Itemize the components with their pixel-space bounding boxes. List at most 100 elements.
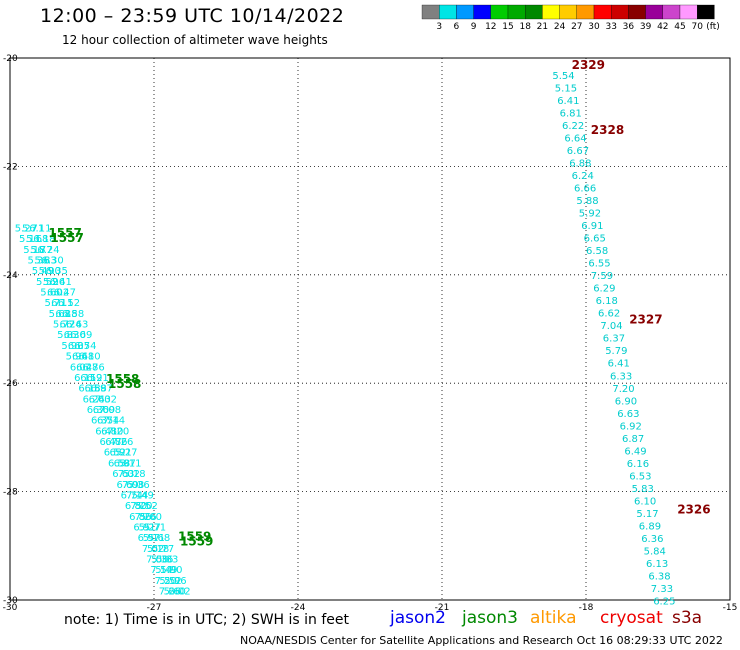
wave-height-value: 5.83 xyxy=(57,330,79,341)
wave-height-value: 6.66 xyxy=(574,183,596,194)
y-tick-label: -30 xyxy=(3,596,18,606)
wave-height-value: 6.13 xyxy=(646,559,668,570)
wave-height-value: 6.91 xyxy=(133,522,155,533)
wave-height-value: 6.47 xyxy=(100,437,122,448)
color-scale-swatch xyxy=(662,4,681,20)
wave-height-value: 6.24 xyxy=(83,394,105,405)
wave-height-value: 6.63 xyxy=(617,409,639,420)
wave-height-value: 5.90 xyxy=(61,341,83,352)
wave-height-value: 5.54 xyxy=(552,71,574,82)
wave-height-value: 5.36 xyxy=(151,555,173,566)
color-scale-label: 30 xyxy=(588,22,600,32)
legend-s3a: s3a xyxy=(672,608,703,628)
wave-height-value: 6.91 xyxy=(581,221,603,232)
wave-height-value: 6.64 xyxy=(564,133,586,144)
wave-height-value: 6.49 xyxy=(624,446,646,457)
wave-height-value: 5.83 xyxy=(632,484,654,495)
color-scale-swatch xyxy=(525,4,543,20)
color-scale-swatch xyxy=(611,4,629,20)
color-scale-label: 70 xyxy=(691,22,703,32)
wave-height-value: 6.24 xyxy=(37,245,59,256)
legend-cryosat: cryosat xyxy=(600,608,663,628)
color-scale-swatch xyxy=(679,4,698,20)
wave-height-value: 5.79 xyxy=(605,346,627,357)
wave-height-value: 6.18 xyxy=(33,234,55,245)
color-scale-swatch xyxy=(645,4,663,20)
wave-height-value: 7.04 xyxy=(600,321,622,332)
wave-height-value: 5.49 xyxy=(132,490,154,501)
pass-time-label: 2328 xyxy=(591,123,624,137)
wave-height-value: 6.18 xyxy=(596,296,618,307)
wave-height-value: 6.69 xyxy=(93,405,115,416)
wave-height-value: 7.26 xyxy=(159,587,181,598)
wave-height-value: 6.30 xyxy=(41,255,63,266)
x-tick-label: -24 xyxy=(291,603,306,613)
wave-height-value: 6.18 xyxy=(78,384,100,395)
color-scale-swatch xyxy=(542,4,560,20)
wave-height-value: 5.18 xyxy=(123,469,145,480)
legend-jason3: jason3 xyxy=(462,608,518,628)
wave-height-value: 7.20 xyxy=(155,576,177,587)
pass-time-label: 1558 xyxy=(108,377,141,391)
y-tick-label: -24 xyxy=(3,271,18,281)
pass-time-label: 1559 xyxy=(178,529,211,543)
wave-height-value: 6.47 xyxy=(54,288,76,299)
wave-height-value: 6.63 xyxy=(66,320,88,331)
wave-height-value: 5.18 xyxy=(23,245,45,256)
color-scale-swatch xyxy=(593,4,612,20)
y-tick-label: -28 xyxy=(3,488,18,498)
color-scale-label: 36 xyxy=(623,22,635,32)
wave-height-value: 6.88 xyxy=(569,158,591,169)
wave-height-value: 6.58 xyxy=(586,246,608,257)
wave-height-value: 5.96 xyxy=(43,277,65,288)
y-tick-label: -26 xyxy=(3,379,18,389)
wave-height-value: 5.77 xyxy=(152,544,174,555)
wave-height-value: 5.27 xyxy=(139,522,161,533)
color-scale-label: 12 xyxy=(485,22,496,32)
wave-height-value: 6.41 xyxy=(608,359,630,370)
color-scale-swatch xyxy=(507,4,526,20)
color-scale-swatch xyxy=(473,4,491,20)
wave-height-value: 6.24 xyxy=(572,171,594,182)
wave-height-value: 6.47 xyxy=(76,362,98,373)
wave-height-value: 7.02 xyxy=(142,544,164,555)
wave-height-value: 6.74 xyxy=(97,416,119,427)
color-scale-label: 21 xyxy=(537,22,548,32)
color-scale-label: 27 xyxy=(571,22,582,32)
wave-height-value: 6.67 xyxy=(567,146,589,157)
wave-height-value: 6.55 xyxy=(588,259,610,270)
wave-height-value: 6.22 xyxy=(562,121,584,132)
x-tick-label: -27 xyxy=(147,603,162,613)
wave-height-value: 5.60 xyxy=(164,587,186,598)
wave-height-value: 6.53 xyxy=(629,471,651,482)
wave-height-value: 6.41 xyxy=(72,352,94,363)
wave-height-value: 6.52 xyxy=(80,373,102,384)
color-scale-label: 24 xyxy=(554,22,566,32)
wave-height-value: 7.33 xyxy=(651,584,673,595)
pass-time-label: 2327 xyxy=(629,313,662,327)
plot-frame xyxy=(9,57,731,601)
wave-height-value: 5.92 xyxy=(579,209,601,220)
color-scale-swatch xyxy=(628,4,646,20)
wave-height-value: 6.86 xyxy=(129,512,151,523)
wave-height-value: 5.60 xyxy=(140,512,162,523)
wave-height-value: 6.33 xyxy=(610,371,632,382)
wave-height-value: 7.26 xyxy=(111,437,133,448)
wave-height-value: 6.87 xyxy=(622,434,644,445)
color-scale-unit: (ft) xyxy=(706,22,720,32)
color-scale-swatch xyxy=(697,4,715,20)
pass-time-label: 2329 xyxy=(572,58,605,72)
wave-height-value: 6.86 xyxy=(105,437,127,448)
wave-height-value: 5.36 xyxy=(28,255,50,266)
color-scale-label: 9 xyxy=(471,22,477,32)
wave-height-value: 7.08 xyxy=(146,555,168,566)
wave-height-value: 5.83 xyxy=(156,555,178,566)
wave-height-value: 6.02 xyxy=(70,362,92,373)
wave-height-value: 6.63 xyxy=(89,394,111,405)
wave-height-value: 6.58 xyxy=(108,458,130,469)
wave-height-value: 7.14 xyxy=(126,490,148,501)
footer-credit: NOAA/NESDIS Center for Satellite Applica… xyxy=(240,634,723,647)
color-scale-label: 33 xyxy=(605,22,616,32)
color-scale-label: 6 xyxy=(454,22,460,32)
wave-height-value: 6.81 xyxy=(560,108,582,119)
